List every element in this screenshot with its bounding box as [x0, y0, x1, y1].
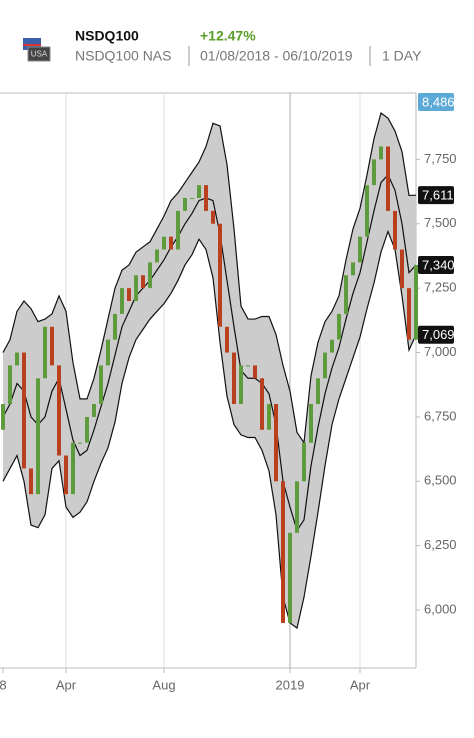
candle — [85, 416, 89, 443]
candle — [267, 404, 271, 430]
candle — [155, 249, 159, 263]
candle — [8, 365, 12, 405]
price-badge-label: 7,069 — [422, 327, 455, 342]
candle — [386, 146, 390, 211]
symbol: NSDQ100 — [75, 28, 139, 44]
interval: 1 DAY — [382, 48, 422, 64]
candle — [302, 442, 306, 482]
candle — [274, 404, 278, 482]
candle — [288, 532, 292, 623]
candle — [211, 210, 215, 224]
upper-band-line — [2, 112, 417, 445]
candle — [281, 481, 285, 623]
candle — [57, 365, 61, 456]
candle — [29, 468, 33, 495]
candle — [113, 313, 117, 340]
candle — [106, 339, 110, 366]
y-tick-label: 7,500 — [424, 215, 457, 230]
candle — [351, 262, 355, 276]
y-tick-label: 6,250 — [424, 537, 457, 552]
price-badge — [418, 186, 454, 205]
candle — [246, 365, 250, 367]
price-badge — [418, 255, 454, 274]
candle — [358, 236, 362, 263]
candle — [330, 339, 334, 353]
candle — [183, 198, 187, 211]
candle — [365, 185, 369, 237]
candle — [148, 262, 152, 289]
y-tick-label: 6,500 — [424, 473, 457, 488]
candle — [337, 313, 341, 340]
candle — [344, 275, 348, 314]
candle — [50, 326, 54, 366]
candle — [22, 352, 26, 469]
candle — [379, 146, 383, 160]
y-tick-label: 7,750 — [424, 151, 457, 166]
x-tick-label: 2019 — [276, 677, 305, 692]
y-tick-label: 7,250 — [424, 280, 457, 295]
flag-icon: USA — [23, 38, 51, 62]
lower-band-line — [2, 229, 417, 630]
candle — [127, 288, 131, 302]
middle-band-line — [2, 173, 417, 532]
candle — [36, 378, 40, 495]
candle — [295, 481, 299, 533]
candle — [176, 210, 180, 250]
x-tick-label: Apr — [56, 677, 77, 692]
candle — [99, 365, 103, 405]
candle — [225, 326, 229, 353]
candle — [134, 275, 138, 302]
candle — [190, 198, 194, 200]
x-tick-label: Aug — [152, 677, 175, 692]
exchange: NSDQ100 NAS — [75, 48, 171, 64]
candle — [323, 352, 327, 379]
candle — [309, 404, 313, 443]
candle — [169, 236, 173, 250]
candle — [400, 249, 404, 289]
price-badge — [418, 93, 454, 111]
candle — [64, 455, 68, 495]
candle — [239, 365, 243, 405]
candle — [71, 442, 75, 495]
candle — [407, 288, 411, 340]
candle — [43, 326, 47, 379]
price-badge — [418, 325, 454, 344]
candle — [372, 159, 376, 186]
candle — [78, 442, 82, 444]
candle — [218, 223, 222, 327]
candle — [316, 378, 320, 405]
flag-stripe — [23, 44, 41, 46]
candle — [92, 404, 96, 417]
candle — [260, 378, 264, 430]
change: +12.47% — [200, 28, 256, 44]
candle — [162, 236, 166, 250]
band-fill — [3, 113, 416, 629]
price-badge-label: 8,486 — [422, 94, 455, 109]
date-range: 01/08/2018 - 06/10/2019 — [200, 48, 353, 64]
x-tick-label: 8 — [0, 677, 7, 692]
candle — [232, 352, 236, 405]
y-tick-label: 6,000 — [424, 601, 457, 616]
x-tick-label: Apr — [350, 677, 371, 692]
candle — [414, 264, 418, 340]
candle — [1, 404, 5, 430]
flag-box — [27, 46, 51, 62]
flag-text: USA — [31, 50, 48, 59]
y-tick-label: 6,750 — [424, 408, 457, 423]
candle — [204, 185, 208, 211]
candle — [197, 185, 201, 199]
candle — [120, 288, 124, 314]
candle — [15, 352, 19, 366]
candle — [141, 275, 145, 289]
price-badge-label: 7,611 — [422, 188, 454, 203]
y-tick-label: 7,000 — [424, 344, 457, 359]
price-badge-label: 7,340 — [422, 257, 455, 272]
candle — [253, 365, 257, 379]
candle — [393, 210, 397, 250]
